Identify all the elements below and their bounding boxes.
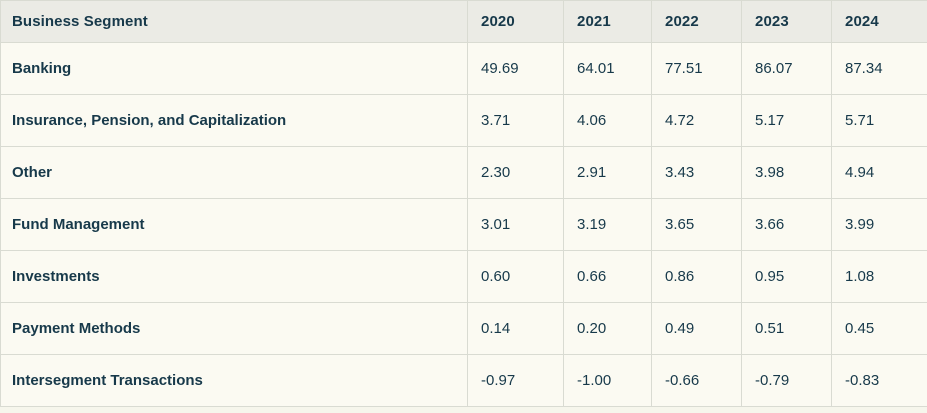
table-header-row: Business Segment 2020 2021 2022 2023 202… — [1, 1, 927, 43]
value-cell: 4.72 — [652, 95, 742, 147]
segment-label: Investments — [1, 251, 468, 303]
segment-label: Banking — [1, 43, 468, 95]
value-cell: 3.66 — [742, 199, 832, 251]
table-row-insurance-pension-capitalization: Insurance, Pension, and Capitalization 3… — [1, 95, 927, 147]
segment-label: Payment Methods — [1, 303, 468, 355]
column-header-business-segment: Business Segment — [1, 1, 468, 43]
page-background-strip — [0, 407, 927, 413]
value-cell: 3.99 — [832, 199, 927, 251]
value-cell: 3.65 — [652, 199, 742, 251]
column-header-2023: 2023 — [742, 1, 832, 43]
column-header-2022: 2022 — [652, 1, 742, 43]
value-cell: 2.91 — [564, 147, 652, 199]
value-cell: 0.49 — [652, 303, 742, 355]
value-cell: 64.01 — [564, 43, 652, 95]
value-cell: -0.83 — [832, 355, 927, 407]
value-cell: 0.66 — [564, 251, 652, 303]
value-cell: 0.60 — [468, 251, 564, 303]
value-cell: 5.17 — [742, 95, 832, 147]
value-cell: 3.71 — [468, 95, 564, 147]
column-header-2024: 2024 — [832, 1, 927, 43]
value-cell: 3.01 — [468, 199, 564, 251]
value-cell: 49.69 — [468, 43, 564, 95]
value-cell: 5.71 — [832, 95, 927, 147]
segment-label: Intersegment Transactions — [1, 355, 468, 407]
table-row-fund-management: Fund Management 3.01 3.19 3.65 3.66 3.99 — [1, 199, 927, 251]
segment-label: Fund Management — [1, 199, 468, 251]
value-cell: 3.98 — [742, 147, 832, 199]
table-row-investments: Investments 0.60 0.66 0.86 0.95 1.08 — [1, 251, 927, 303]
value-cell: 0.45 — [832, 303, 927, 355]
value-cell: -1.00 — [564, 355, 652, 407]
value-cell: 3.19 — [564, 199, 652, 251]
value-cell: 0.51 — [742, 303, 832, 355]
value-cell: 1.08 — [832, 251, 927, 303]
segment-label: Insurance, Pension, and Capitalization — [1, 95, 468, 147]
value-cell: 0.95 — [742, 251, 832, 303]
column-header-2021: 2021 — [564, 1, 652, 43]
value-cell: 77.51 — [652, 43, 742, 95]
value-cell: -0.66 — [652, 355, 742, 407]
value-cell: 87.34 — [832, 43, 927, 95]
segment-label: Other — [1, 147, 468, 199]
value-cell: 3.43 — [652, 147, 742, 199]
value-cell: 0.20 — [564, 303, 652, 355]
table-row-intersegment-transactions: Intersegment Transactions -0.97 -1.00 -0… — [1, 355, 927, 407]
value-cell: -0.79 — [742, 355, 832, 407]
value-cell: 4.94 — [832, 147, 927, 199]
value-cell: 86.07 — [742, 43, 832, 95]
value-cell: 2.30 — [468, 147, 564, 199]
table-row-other: Other 2.30 2.91 3.43 3.98 4.94 — [1, 147, 927, 199]
table-row-payment-methods: Payment Methods 0.14 0.20 0.49 0.51 0.45 — [1, 303, 927, 355]
value-cell: 4.06 — [564, 95, 652, 147]
value-cell: 0.14 — [468, 303, 564, 355]
column-header-2020: 2020 — [468, 1, 564, 43]
value-cell: -0.97 — [468, 355, 564, 407]
table-row-banking: Banking 49.69 64.01 77.51 86.07 87.34 — [1, 43, 927, 95]
value-cell: 0.86 — [652, 251, 742, 303]
